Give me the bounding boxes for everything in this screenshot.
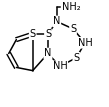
Text: N: N	[44, 48, 52, 59]
Text: NH₂: NH₂	[62, 2, 80, 13]
Text: S: S	[45, 29, 51, 39]
Text: S: S	[70, 24, 76, 34]
Text: NH: NH	[53, 61, 67, 71]
Text: S: S	[73, 53, 79, 63]
Text: NH: NH	[78, 38, 92, 48]
Text: N: N	[53, 16, 60, 26]
Text: S: S	[30, 29, 36, 39]
